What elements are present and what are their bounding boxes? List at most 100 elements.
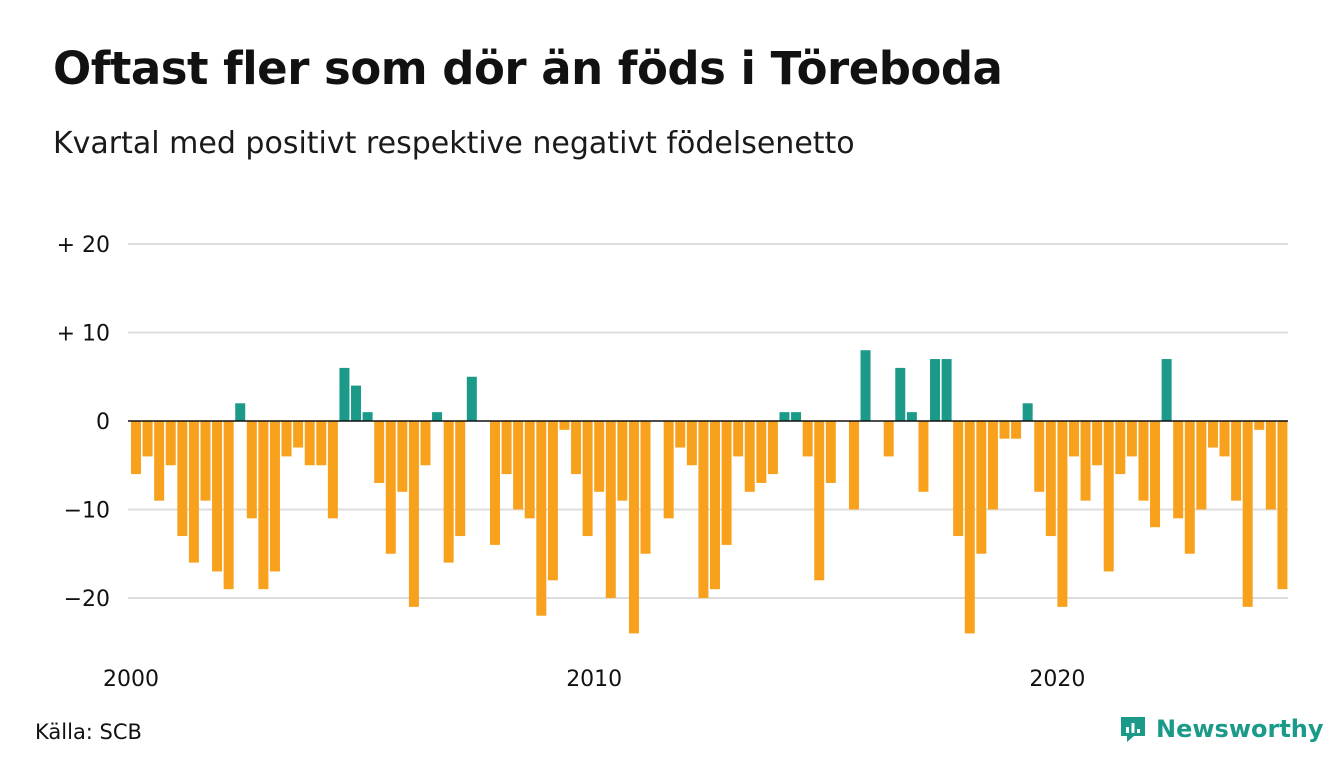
bar-negative: [212, 421, 223, 572]
bar-negative: [663, 421, 674, 519]
x-tick-label: 2010: [566, 667, 622, 692]
bar-negative: [571, 421, 582, 475]
bar-negative: [385, 421, 396, 554]
x-axis-labels: 2000 2010 2020: [103, 667, 1085, 692]
bar-negative: [918, 421, 929, 492]
x-tick-label: 2000: [103, 667, 159, 692]
bar-negative: [316, 421, 327, 466]
brand-name: Newsworthy: [1156, 715, 1324, 743]
bar-negative: [802, 421, 813, 457]
bar-positive: [235, 403, 246, 421]
y-tick-label: 0: [96, 410, 110, 435]
source-label: Källa: SCB: [35, 720, 142, 744]
bar-negative: [142, 421, 153, 457]
bar-negative: [883, 421, 894, 457]
bar-negative: [547, 421, 558, 581]
newsworthy-logo-icon: [1121, 717, 1145, 742]
chart-subtitle: Kvartal med positivt respektive negativt…: [53, 126, 855, 161]
bar-positive: [362, 412, 373, 421]
bar-negative: [131, 421, 141, 475]
bar-negative: [698, 421, 709, 598]
y-tick-label: + 10: [57, 322, 110, 347]
bar-positive: [860, 350, 871, 421]
bar-negative: [744, 421, 755, 492]
bar-negative: [1196, 421, 1207, 510]
bar-negative: [165, 421, 176, 466]
bar-negative: [964, 421, 975, 634]
bar-negative: [825, 421, 836, 483]
bar-positive: [351, 385, 362, 421]
bar-negative: [154, 421, 165, 501]
bar-negative: [188, 421, 199, 563]
bar-negative: [814, 421, 825, 581]
bar-negative: [1184, 421, 1195, 554]
bar-negative: [605, 421, 616, 598]
bar-negative: [756, 421, 767, 483]
bar-negative: [455, 421, 466, 537]
bar-negative: [1103, 421, 1114, 572]
bar-positive: [432, 412, 443, 421]
bars: [131, 350, 1288, 634]
bar-negative: [1126, 421, 1137, 457]
bar-negative: [1207, 421, 1218, 448]
bar-negative: [1034, 421, 1045, 492]
bar-negative: [397, 421, 408, 492]
bar-negative: [1057, 421, 1068, 607]
bar-negative: [524, 421, 535, 519]
bar-positive: [779, 412, 790, 421]
bar-negative: [1115, 421, 1126, 475]
bar-negative: [617, 421, 628, 501]
bar-negative: [848, 421, 859, 510]
bar-negative: [987, 421, 998, 510]
bar-negative: [536, 421, 547, 616]
y-axis-labels: + 20 + 10 0 −10 −20: [57, 233, 110, 612]
bar-negative: [327, 421, 338, 519]
bar-positive: [1161, 359, 1172, 421]
bar-negative: [420, 421, 431, 466]
bar-negative: [999, 421, 1010, 439]
bar-negative: [594, 421, 605, 492]
bar-negative: [200, 421, 211, 501]
y-tick-label: + 20: [57, 233, 110, 258]
bar-negative: [1265, 421, 1276, 510]
bar-negative: [246, 421, 257, 519]
bar-negative: [304, 421, 315, 466]
bar-negative: [408, 421, 419, 607]
y-tick-label: −10: [64, 499, 110, 524]
bar-negative: [675, 421, 686, 448]
bar-negative: [501, 421, 512, 475]
bar-negative: [1242, 421, 1253, 607]
bar-positive: [339, 367, 350, 421]
bar-negative: [1080, 421, 1091, 501]
bar-negative: [374, 421, 385, 483]
bar-negative: [513, 421, 524, 510]
bar-positive: [906, 412, 917, 421]
bar-negative: [686, 421, 697, 466]
bar-negative: [1092, 421, 1103, 466]
bar-negative: [223, 421, 234, 590]
bar-negative: [767, 421, 778, 475]
bar-negative: [710, 421, 720, 590]
bar-negative: [628, 421, 639, 634]
bar-positive: [1022, 403, 1033, 421]
bar-negative: [1277, 421, 1288, 590]
bar-negative: [293, 421, 304, 448]
chart-title: Oftast fler som dör än föds i Töreboda: [53, 42, 1003, 95]
bar-negative: [1231, 421, 1242, 501]
bar-positive: [791, 412, 802, 421]
bar-negative: [1254, 421, 1265, 430]
bar-negative: [1045, 421, 1056, 537]
bar-negative: [269, 421, 280, 572]
bar-negative: [1173, 421, 1184, 519]
bar-negative: [640, 421, 651, 554]
bar-negative: [953, 421, 964, 537]
bar-positive: [941, 359, 952, 421]
bar-negative: [1150, 421, 1161, 528]
bar-negative: [976, 421, 987, 554]
y-tick-label: −20: [64, 587, 110, 612]
bar-positive: [466, 376, 477, 421]
bar-negative: [443, 421, 454, 563]
bar-negative: [489, 421, 500, 545]
bar-negative: [721, 421, 732, 545]
bar-negative: [559, 421, 570, 430]
